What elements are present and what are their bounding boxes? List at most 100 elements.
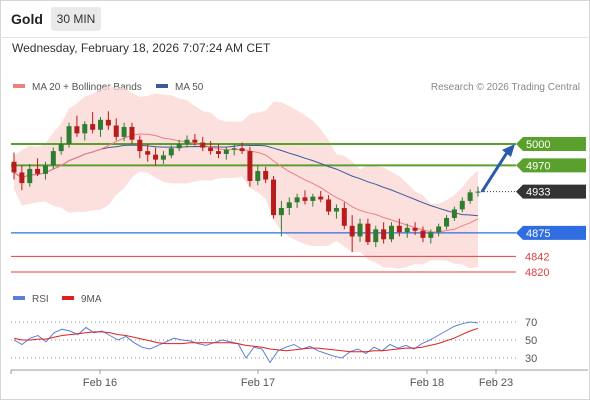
price-tag-text-4970: 4970 [526, 160, 550, 172]
candle-body [373, 229, 379, 243]
candle-body [278, 208, 284, 216]
candle-body [420, 230, 426, 238]
candle-body [153, 154, 159, 160]
candle-body [467, 192, 473, 201]
rsi-legend-label: RSI [32, 294, 49, 305]
timeframe-badge[interactable]: 30 MIN [51, 7, 101, 31]
candle-body [475, 191, 481, 193]
candle-body [404, 227, 410, 233]
x-tick-label-2: Feb 18 [410, 377, 444, 389]
candle-body [412, 227, 418, 231]
rsi-ma9-line [13, 327, 479, 353]
candle-body [113, 125, 119, 137]
x-tick-label-3: Feb 23 [479, 377, 513, 389]
candle-body [333, 208, 339, 212]
candle-body [444, 217, 450, 227]
candle-body [74, 126, 80, 134]
candle-body [208, 147, 214, 152]
candle-body [294, 197, 300, 203]
x-tick-label-1: Feb 17 [241, 377, 275, 389]
candle-body [302, 197, 308, 201]
price-tag-text-4933: 4933 [526, 187, 550, 199]
candle-body [42, 165, 48, 174]
rsi-tick-30: 30 [525, 353, 537, 365]
ma9-legend-swatch [62, 296, 74, 300]
price-tag-text-4875: 4875 [526, 228, 550, 240]
candle-body [27, 168, 33, 184]
candle-body [231, 148, 237, 150]
candle-body [365, 223, 371, 243]
candle-body [459, 200, 465, 210]
candle-body [239, 148, 245, 152]
candle-body [192, 139, 198, 143]
price-tag-4933 [516, 184, 586, 199]
candle-body [50, 151, 56, 166]
price-tag-5000 [516, 137, 586, 151]
candle-body [223, 149, 229, 154]
candle-body [129, 126, 135, 140]
ma20-legend-swatch [13, 84, 25, 88]
candle-body [349, 225, 355, 237]
candle-body [176, 144, 182, 149]
rsi-line [13, 321, 479, 364]
forecast-arrow [480, 144, 515, 193]
price-tag-4970 [516, 158, 586, 173]
instrument-title: Gold [11, 11, 43, 27]
price-tag-text-4842: 4842 [525, 251, 549, 263]
candle-body [105, 119, 111, 126]
bollinger-bands [14, 85, 478, 269]
bollinger-band-area [14, 85, 478, 269]
candle-body [396, 225, 402, 233]
candle-body [121, 126, 127, 137]
x-tick-label-0: Feb 16 [83, 377, 117, 389]
candle-body [200, 142, 206, 148]
candle-body [168, 148, 174, 156]
candle-body [255, 171, 261, 181]
candle-body [19, 172, 25, 184]
candle-body [66, 126, 72, 144]
copyright-label: Research © 2026 Trading Central [431, 82, 580, 93]
candle-body [90, 124, 96, 130]
candle-body [381, 229, 387, 240]
candle-body [436, 226, 442, 233]
candle-body [326, 199, 332, 212]
candlesticks [11, 111, 481, 253]
candle-body [35, 168, 41, 174]
candle-body [145, 151, 151, 155]
header-divider [0, 37, 588, 38]
candle-body [318, 196, 324, 200]
price-tag-4875 [516, 225, 586, 240]
rsi-panel: 30 50 70 [11, 317, 537, 365]
candle-body [247, 151, 253, 181]
price-tag-text-4820: 4820 [525, 267, 549, 279]
rsi-tick-50: 50 [525, 335, 537, 347]
forecast-arrow-shaft [480, 150, 510, 193]
candle-body [428, 232, 434, 238]
ma50-legend-label: MA 50 [175, 82, 204, 93]
moving-averages [13, 133, 479, 233]
candle-body [357, 223, 363, 237]
candle-body [388, 225, 394, 240]
price-tags: 5000 4970 4933 4875 4842 4820 [516, 137, 586, 279]
ma50-legend-swatch [156, 84, 168, 88]
candle-body [310, 196, 316, 201]
rsi-legend-swatch [13, 296, 25, 300]
ma9-legend-label: 9MA [81, 294, 102, 305]
candle-body [341, 208, 347, 226]
candle-body [286, 202, 292, 208]
candle-body [11, 161, 17, 173]
candle-body [137, 139, 143, 152]
candle-body [263, 171, 269, 180]
forecast-arrow-head [502, 144, 515, 157]
ma20-line [13, 133, 479, 233]
price-tag-text-5000: 5000 [526, 139, 550, 151]
timestamp: Wednesday, February 18, 2026 7:07:24 AM … [12, 41, 271, 55]
candle-body [215, 151, 221, 154]
candle-body [82, 124, 88, 134]
candle-body [451, 209, 457, 218]
candle-body [98, 119, 104, 130]
candle-body [160, 155, 166, 160]
ma20-legend-label: MA 20 + Bollinger Bands [32, 82, 142, 93]
rsi-tick-70: 70 [525, 317, 537, 329]
